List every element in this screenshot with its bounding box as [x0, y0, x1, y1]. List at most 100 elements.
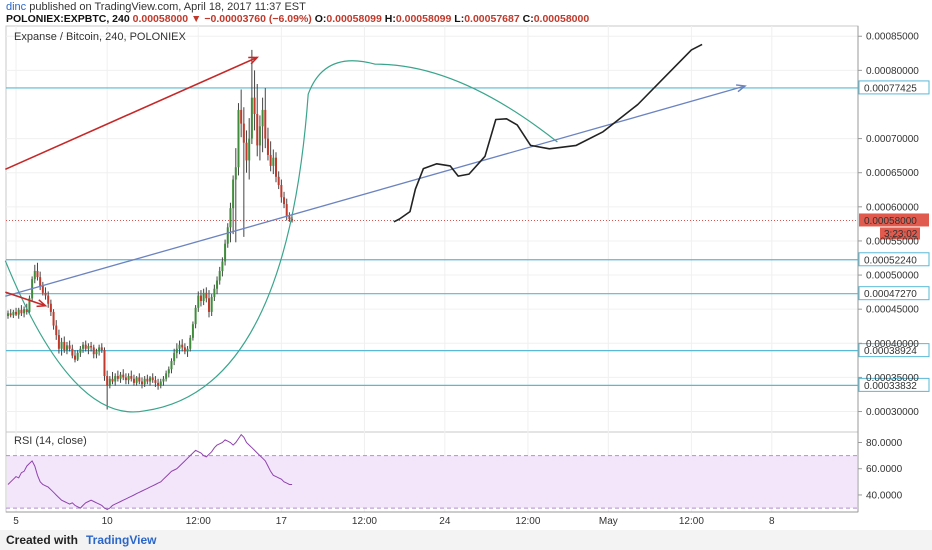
- rsi-tick-label: 40.0000: [866, 490, 903, 501]
- candle-body: [106, 376, 109, 386]
- red-arrow-left-head: [36, 299, 48, 308]
- close-value: 0.00058000: [533, 13, 590, 25]
- candle-body: [245, 142, 248, 161]
- price-chart[interactable]: 0.00077425 0.00052240 0.00047270 0.00038924…: [0, 0, 932, 530]
- chart-title: Expanse / Bitcoin, 240, POLONIEX: [14, 31, 186, 43]
- candle-body: [12, 311, 15, 316]
- candle-body: [98, 347, 101, 352]
- countdown-box: [880, 227, 920, 240]
- last-price-box: [859, 213, 929, 227]
- chart-header: dinc published on TradingView.com, April…: [0, 0, 932, 26]
- candle: [116, 370, 119, 382]
- y-tick-label: 0.00070000: [866, 134, 919, 145]
- candle: [173, 348, 176, 366]
- candle-body: [33, 270, 36, 280]
- candle-body: [146, 378, 149, 382]
- candle: [12, 309, 15, 319]
- candle: [157, 378, 160, 390]
- level-label-box: [858, 377, 930, 392]
- candle-body: [52, 311, 55, 326]
- axes: 5 10 12:00 17 12:00 24 12:00 May 12:00 8 0.0008500…: [6, 26, 919, 527]
- candle: [194, 305, 197, 329]
- candle-body: [39, 277, 42, 286]
- candle: [141, 377, 143, 389]
- rsi-line: [7, 433, 293, 510]
- candle-body: [95, 351, 98, 355]
- candle-body: [122, 374, 125, 378]
- level-label: 0.00052240: [864, 255, 917, 266]
- y-tick-label: 0.00035000: [866, 373, 919, 384]
- candle-body: [100, 347, 103, 351]
- candle: [234, 148, 237, 243]
- candle-body: [103, 350, 106, 377]
- candle: [277, 171, 280, 190]
- candle-body: [111, 378, 114, 382]
- rsi-band-fill: [7, 455, 857, 509]
- author-link[interactable]: dinc: [6, 1, 27, 13]
- candle: [189, 335, 192, 352]
- candle: [159, 378, 162, 389]
- candle: [240, 89, 243, 138]
- candle-body: [47, 295, 50, 304]
- main-pane[interactable]: [5, 25, 859, 433]
- candle-body: [178, 344, 181, 349]
- candle-body: [151, 377, 154, 381]
- candle: [82, 341, 85, 353]
- rsi-tick-label: 60.0000: [866, 464, 903, 475]
- candle-body: [291, 219, 294, 221]
- symbol-label: POLONIEX:EXPBTC, 240: [6, 13, 130, 25]
- candle: [92, 344, 95, 359]
- candle: [165, 370, 168, 382]
- candle: [138, 373, 141, 385]
- candle: [15, 307, 18, 316]
- x-tick-label: 10: [102, 516, 114, 527]
- candle-body: [175, 348, 178, 353]
- candle-body: [79, 348, 82, 353]
- candle: [261, 97, 264, 153]
- candle: [98, 344, 101, 356]
- candle: [175, 343, 178, 359]
- last-price-value: 0.00058000: [132, 13, 189, 25]
- candle: [264, 88, 267, 149]
- candle: [154, 376, 157, 387]
- candle-body: [65, 345, 68, 351]
- candle: [288, 212, 291, 222]
- candle: [7, 310, 9, 319]
- candle: [84, 340, 87, 352]
- candle: [146, 374, 149, 385]
- candle-body: [82, 344, 85, 349]
- red-arrow-left: [5, 291, 46, 307]
- high-label: H:: [384, 13, 396, 25]
- candle: [232, 175, 235, 235]
- candle-body: [253, 97, 256, 115]
- tradingview-logo[interactable]: TradingView: [86, 533, 157, 547]
- candle-body: [183, 347, 186, 352]
- candle: [242, 107, 245, 237]
- candle-body: [124, 377, 127, 381]
- candle: [23, 306, 26, 318]
- candle: [149, 376, 152, 386]
- candle-body: [41, 285, 44, 293]
- candle: [202, 288, 205, 306]
- candle: [162, 376, 165, 386]
- rsi-tick-label: 80.0000: [866, 438, 903, 449]
- candle: [210, 294, 213, 316]
- candle: [49, 299, 52, 316]
- candle: [191, 321, 194, 341]
- level-label-box: [858, 343, 930, 358]
- y-tick-label: 0.00065000: [866, 168, 919, 179]
- candle: [68, 340, 71, 352]
- x-tick-label: 12:00: [352, 516, 377, 527]
- candle-body: [74, 355, 76, 360]
- candle: [183, 343, 186, 355]
- candle: [178, 340, 181, 355]
- candle-body: [44, 292, 47, 296]
- candle: [95, 348, 98, 359]
- trend-line: [5, 85, 746, 297]
- y-tick-label: 0.00055000: [866, 236, 919, 247]
- footer: Created with TradingView: [0, 530, 932, 550]
- grid: [6, 26, 858, 512]
- candle-body: [165, 373, 168, 379]
- candle-body: [28, 298, 31, 312]
- level-label-box: [858, 286, 930, 301]
